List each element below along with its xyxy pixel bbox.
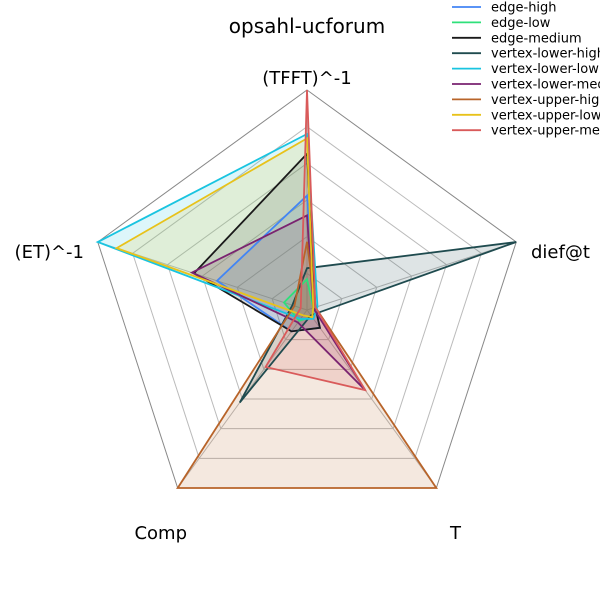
axis-label: dief@t: [531, 242, 590, 263]
series-line-vertex-lower-high: [238, 241, 517, 404]
axis-spoke: [306, 309, 437, 489]
series-line-vertex-lower-low: [95, 132, 319, 320]
legend-label: vertex-upper-medium: [491, 124, 600, 139]
series-fill-vertex-upper-high: [177, 241, 437, 488]
axis-label: T: [449, 523, 462, 544]
grid-ring-1: [271, 272, 343, 341]
series-fill-vertex-lower-high: [239, 242, 517, 403]
legend-label: vertex-lower-high: [491, 47, 600, 62]
grid-ring-4: [166, 162, 448, 430]
grid-ring-2: [236, 236, 378, 370]
axis-labels: (TFFT)^-1 dief@t T Comp (ET)^-1: [15, 68, 590, 544]
legend: edge-highedge-lowedge-mediumvertex-lower…: [452, 1, 600, 139]
axis-label: (ET)^-1: [15, 242, 84, 263]
axis-label: Comp: [134, 523, 187, 544]
legend-label: edge-medium: [491, 31, 582, 46]
legend-label: vertex-lower-low: [491, 62, 599, 77]
grid-ring-5: [132, 126, 482, 459]
series-line-vertex-upper-medium: [264, 89, 368, 392]
series-fill-vertex-lower-low: [97, 134, 318, 319]
axis-label: (TFFT)^-1: [262, 68, 351, 89]
series-lines: [95, 89, 517, 489]
chart-title: opsahl-ucforum: [229, 14, 385, 38]
grid-ring-3: [201, 199, 413, 400]
legend-label: vertex-upper-high: [491, 93, 600, 108]
legend-label: edge-low: [491, 16, 551, 31]
legend-label: vertex-lower-medium: [491, 78, 600, 93]
series-line-vertex-upper-high: [176, 241, 438, 489]
series-fill-vertex-upper-medium: [265, 90, 366, 391]
series-line-vertex-upper-low: [114, 136, 315, 319]
legend-label: edge-high: [491, 1, 557, 16]
axis-spoke: [306, 241, 517, 311]
series-fill-vertex-upper-low: [116, 138, 314, 318]
legend-label: vertex-upper-low: [491, 108, 600, 123]
